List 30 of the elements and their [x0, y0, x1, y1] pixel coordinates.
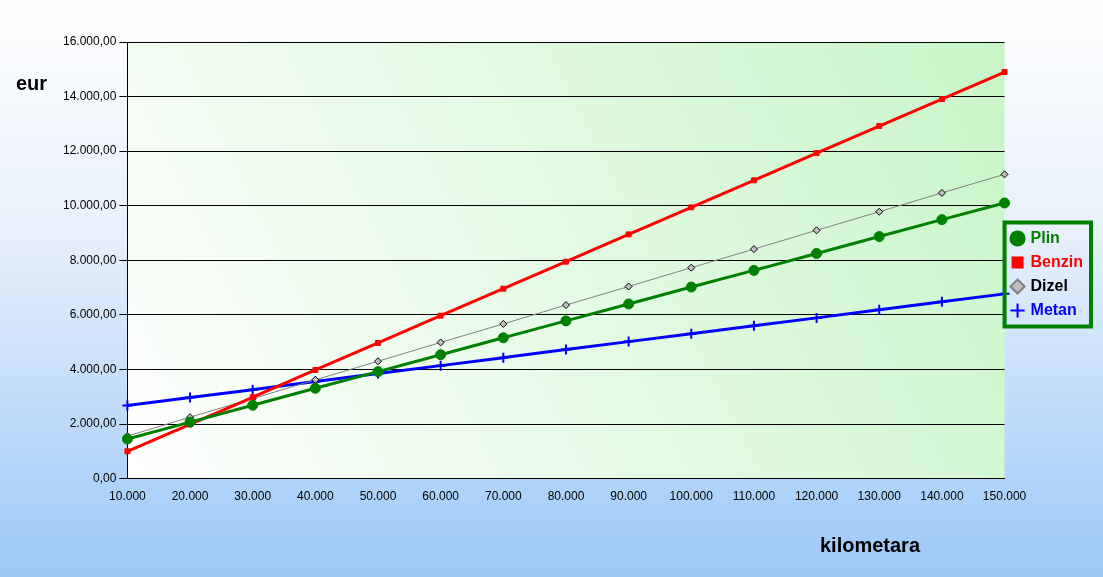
y-axis-title: eur — [16, 71, 48, 94]
x-tick-label: 150.000 — [982, 489, 1027, 504]
y-tick-label: 4.000,00 — [69, 361, 117, 376]
y-tick-label: 0,00 — [93, 470, 117, 485]
x-tick-label: 120.000 — [794, 489, 839, 504]
x-tick-label: 70.000 — [484, 489, 522, 504]
x-tick-label: 20.000 — [171, 489, 209, 504]
x-tick-label: 60.000 — [422, 489, 460, 504]
legend-label: Metan — [1030, 300, 1077, 318]
y-tick-label: 8.000,00 — [69, 252, 117, 267]
x-tick-label: 130.000 — [857, 489, 902, 504]
x-tick-label: 100.000 — [669, 489, 714, 504]
x-tick-label: 10.000 — [109, 489, 147, 504]
x-tick-label: 80.000 — [547, 489, 585, 504]
y-tick-label: 14.000,00 — [62, 88, 117, 103]
y-tick-label: 12.000,00 — [62, 143, 117, 158]
legend-label: Plin — [1030, 228, 1060, 246]
x-tick-label: 90.000 — [610, 489, 648, 504]
y-tick-label: 10.000,00 — [62, 198, 117, 213]
legend-label: Benzin — [1030, 252, 1084, 270]
y-tick-label: 6.000,00 — [69, 307, 117, 322]
x-tick-label: 30.000 — [234, 489, 272, 504]
x-tick-label: 140.000 — [920, 489, 964, 504]
x-tick-label: 40.000 — [297, 489, 335, 504]
x-axis-title: kilometara — [819, 533, 921, 556]
x-tick-label: 110.000 — [732, 489, 776, 504]
y-tick-label: 16.000,00 — [62, 34, 117, 49]
legend-label: Dizel — [1030, 276, 1068, 294]
x-tick-label: 50.000 — [359, 489, 397, 504]
y-tick-label: 2.000,00 — [69, 416, 117, 431]
